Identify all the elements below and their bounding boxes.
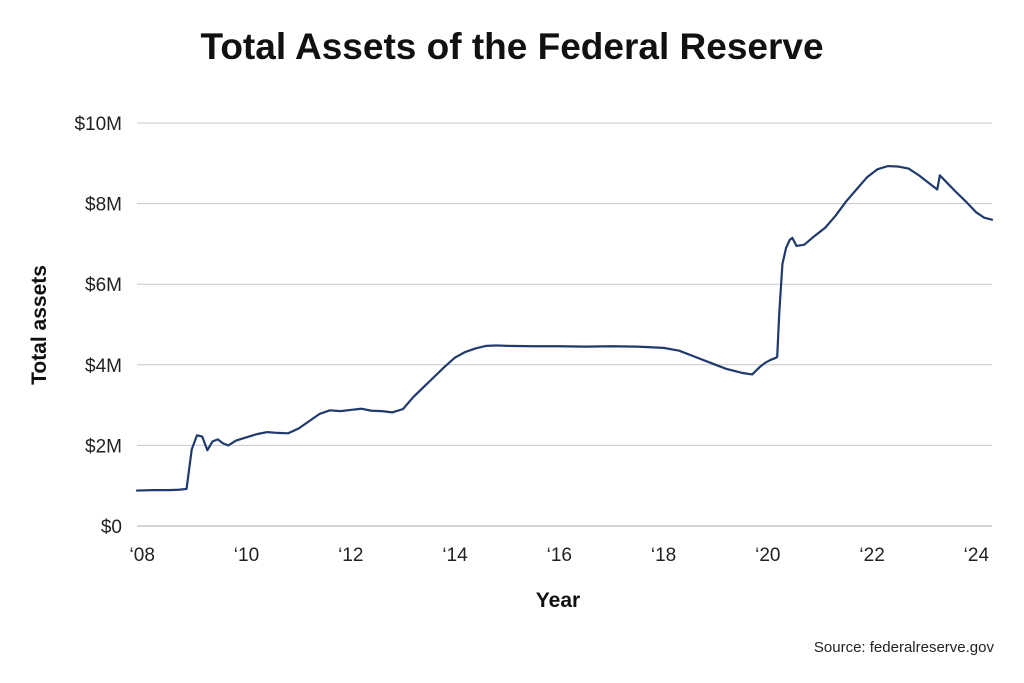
x-tick-label: ‘08 — [130, 545, 155, 566]
x-tick-label: ‘14 — [442, 545, 468, 566]
gridlines — [137, 122, 992, 527]
x-tick-label: ‘16 — [547, 545, 572, 566]
x-tick-label: ‘18 — [651, 545, 676, 566]
x-tick-label: ‘10 — [234, 545, 259, 566]
x-tick-label: ‘24 — [964, 545, 990, 566]
y-tick-label: $6M — [85, 275, 122, 296]
y-tick-label: $4M — [85, 356, 122, 377]
x-tick-label: ‘20 — [755, 545, 780, 566]
x-tick-label: ‘22 — [859, 545, 884, 566]
y-axis-title: Total assets — [28, 265, 51, 385]
x-axis-title: Year — [536, 589, 580, 612]
x-tick-label: ‘12 — [338, 545, 363, 566]
chart-title: Total Assets of the Federal Reserve — [200, 26, 823, 67]
y-tick-label: $8M — [85, 195, 122, 216]
total-assets-line — [135, 165, 994, 492]
y-axis-ticks: $0 $2M $4M $6M $8M $10M — [74, 114, 122, 538]
y-tick-label: $0 — [101, 517, 122, 538]
y-tick-label: $10M — [74, 114, 122, 135]
x-axis-ticks: ‘08 ‘10 ‘12 ‘14 ‘16 ‘18 ‘20 ‘22 ‘24 — [130, 545, 990, 566]
y-tick-label: $2M — [85, 436, 122, 457]
source-note: Source: federalreserve.gov — [814, 639, 995, 656]
